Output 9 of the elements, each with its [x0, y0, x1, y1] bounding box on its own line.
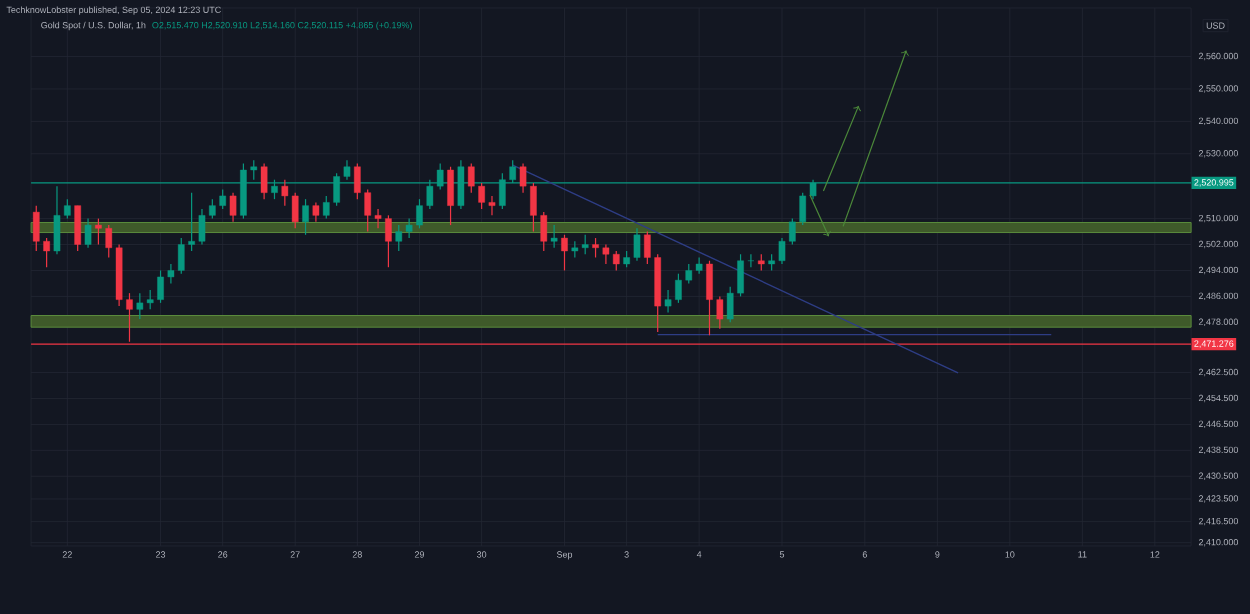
candlestick: [312, 201, 320, 223]
candlestick: [84, 218, 92, 249]
candlestick: [561, 234, 568, 272]
candlestick: [550, 224, 558, 249]
candlestick: [229, 192, 237, 223]
candlestick: [260, 162, 268, 200]
candlestick: [302, 198, 309, 236]
candlestick: [74, 205, 81, 252]
candlestick: [447, 166, 454, 226]
